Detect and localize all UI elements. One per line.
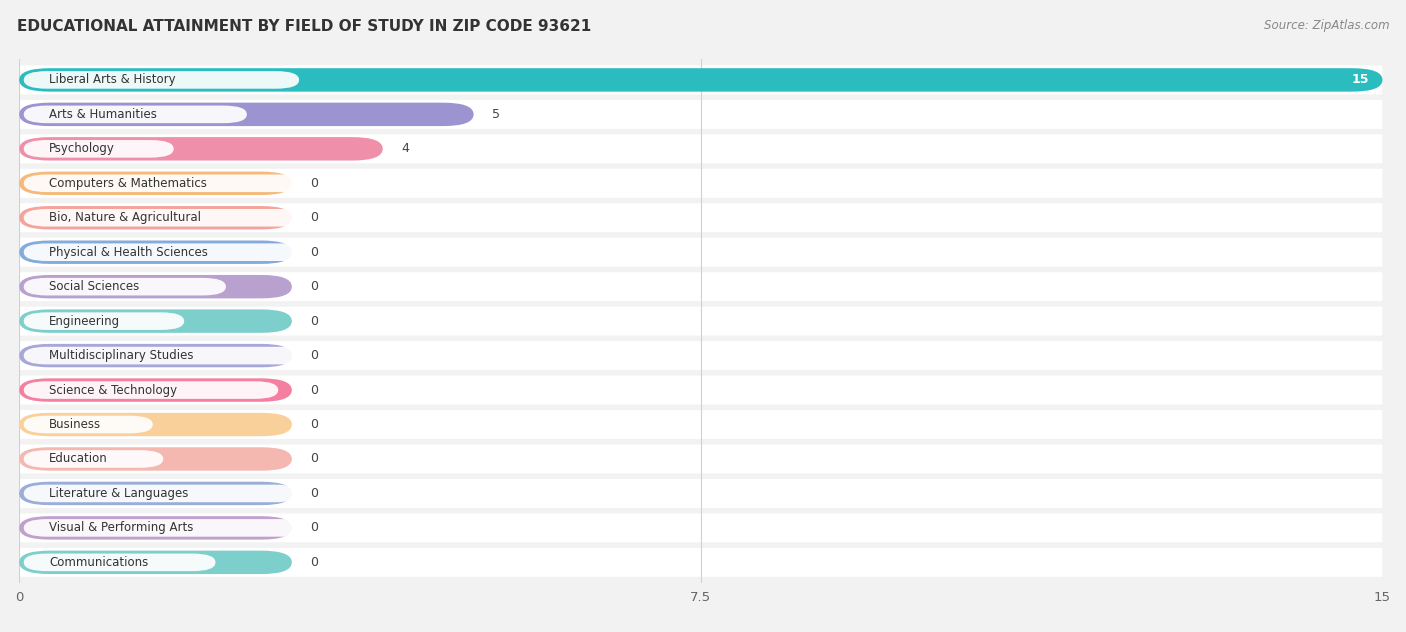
Text: Science & Technology: Science & Technology (49, 384, 177, 396)
FancyBboxPatch shape (20, 550, 292, 574)
FancyBboxPatch shape (24, 381, 278, 399)
Text: Social Sciences: Social Sciences (49, 280, 139, 293)
Text: 4: 4 (401, 142, 409, 155)
FancyBboxPatch shape (24, 278, 226, 296)
FancyBboxPatch shape (24, 450, 163, 468)
FancyBboxPatch shape (24, 312, 184, 330)
FancyBboxPatch shape (24, 416, 153, 434)
FancyBboxPatch shape (20, 135, 1382, 163)
Text: Liberal Arts & History: Liberal Arts & History (49, 73, 176, 87)
Text: 0: 0 (311, 521, 318, 535)
FancyBboxPatch shape (24, 554, 215, 571)
Text: Communications: Communications (49, 556, 149, 569)
Text: Bio, Nature & Agricultural: Bio, Nature & Agricultural (49, 211, 201, 224)
FancyBboxPatch shape (24, 243, 340, 261)
Text: 0: 0 (311, 453, 318, 466)
Text: 0: 0 (311, 246, 318, 258)
FancyBboxPatch shape (20, 413, 292, 436)
FancyBboxPatch shape (20, 344, 292, 367)
Text: 0: 0 (311, 556, 318, 569)
Text: Computers & Mathematics: Computers & Mathematics (49, 177, 207, 190)
FancyBboxPatch shape (20, 482, 292, 505)
Text: 5: 5 (492, 108, 499, 121)
FancyBboxPatch shape (24, 106, 247, 123)
Text: Psychology: Psychology (49, 142, 115, 155)
FancyBboxPatch shape (20, 513, 1382, 542)
Text: 0: 0 (311, 384, 318, 396)
Text: 0: 0 (311, 315, 318, 327)
FancyBboxPatch shape (20, 66, 1382, 94)
FancyBboxPatch shape (20, 169, 1382, 198)
FancyBboxPatch shape (20, 238, 1382, 267)
FancyBboxPatch shape (20, 516, 292, 540)
FancyBboxPatch shape (24, 485, 299, 502)
FancyBboxPatch shape (20, 68, 1382, 92)
Text: 0: 0 (311, 349, 318, 362)
FancyBboxPatch shape (20, 548, 1382, 577)
FancyBboxPatch shape (20, 444, 1382, 473)
Text: Source: ZipAtlas.com: Source: ZipAtlas.com (1264, 19, 1389, 32)
FancyBboxPatch shape (24, 209, 340, 226)
FancyBboxPatch shape (20, 102, 474, 126)
Text: 0: 0 (311, 177, 318, 190)
Text: Physical & Health Sciences: Physical & Health Sciences (49, 246, 208, 258)
Text: Visual & Performing Arts: Visual & Performing Arts (49, 521, 194, 535)
FancyBboxPatch shape (20, 341, 1382, 370)
Text: Multidisciplinary Studies: Multidisciplinary Studies (49, 349, 194, 362)
Text: 0: 0 (311, 487, 318, 500)
FancyBboxPatch shape (24, 174, 309, 192)
FancyBboxPatch shape (20, 171, 292, 195)
FancyBboxPatch shape (20, 204, 1382, 232)
FancyBboxPatch shape (24, 140, 174, 157)
Text: Business: Business (49, 418, 101, 431)
FancyBboxPatch shape (20, 272, 1382, 301)
FancyBboxPatch shape (20, 410, 1382, 439)
FancyBboxPatch shape (20, 310, 292, 333)
FancyBboxPatch shape (24, 71, 299, 88)
FancyBboxPatch shape (20, 275, 292, 298)
Text: 0: 0 (311, 418, 318, 431)
FancyBboxPatch shape (20, 479, 1382, 508)
Text: 0: 0 (311, 211, 318, 224)
FancyBboxPatch shape (20, 206, 292, 229)
FancyBboxPatch shape (20, 307, 1382, 336)
Text: Education: Education (49, 453, 108, 466)
FancyBboxPatch shape (24, 519, 321, 537)
Text: Engineering: Engineering (49, 315, 121, 327)
Text: 0: 0 (311, 280, 318, 293)
FancyBboxPatch shape (20, 447, 292, 471)
FancyBboxPatch shape (24, 347, 330, 365)
FancyBboxPatch shape (20, 100, 1382, 129)
Text: Arts & Humanities: Arts & Humanities (49, 108, 157, 121)
FancyBboxPatch shape (20, 241, 292, 264)
FancyBboxPatch shape (20, 379, 292, 402)
Text: 15: 15 (1351, 73, 1369, 87)
Text: Literature & Languages: Literature & Languages (49, 487, 188, 500)
Text: EDUCATIONAL ATTAINMENT BY FIELD OF STUDY IN ZIP CODE 93621: EDUCATIONAL ATTAINMENT BY FIELD OF STUDY… (17, 19, 591, 34)
FancyBboxPatch shape (20, 375, 1382, 404)
FancyBboxPatch shape (20, 137, 382, 161)
